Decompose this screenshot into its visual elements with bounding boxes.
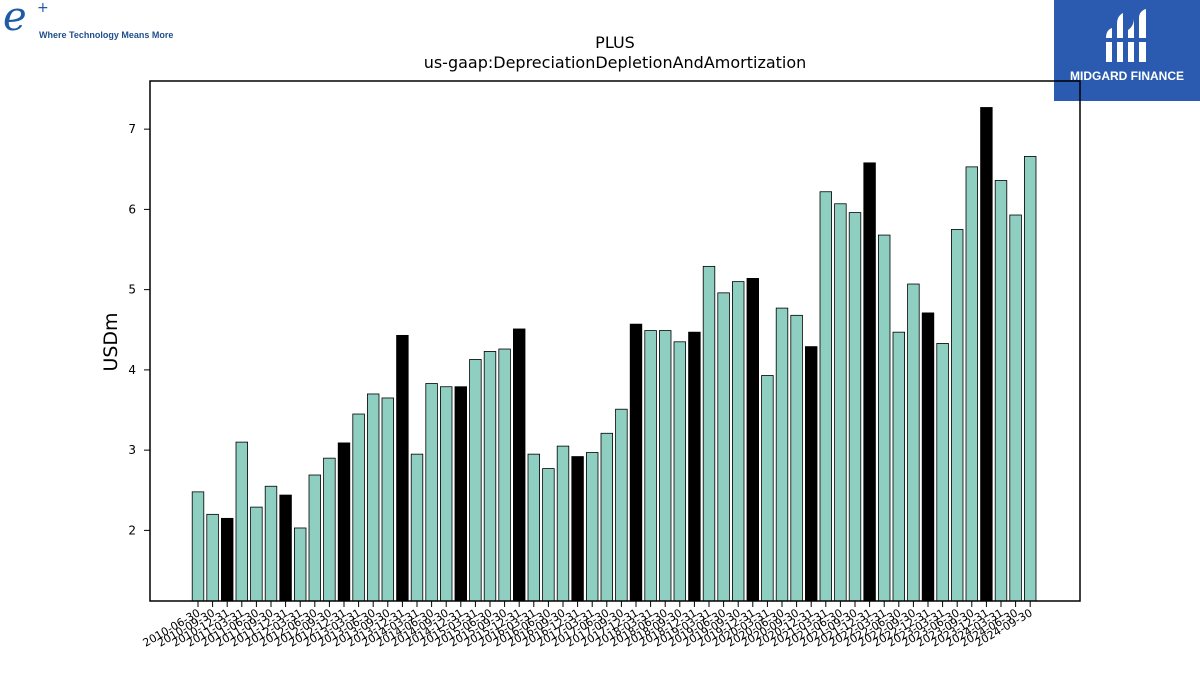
midgard-emblem-icon: [1106, 9, 1146, 62]
bar-2020-03-31: [761, 375, 774, 602]
eplus-logo-letter: e: [3, 0, 27, 40]
bar-2011-09-30: [264, 485, 278, 602]
bar-2021-12-31: [863, 162, 876, 602]
midgard-finance-wordmark: MIDGARD FINANCE: [1070, 69, 1184, 83]
bar-2023-03-31: [936, 343, 949, 602]
bar-2011-03-31: [235, 441, 249, 602]
bar-2015-12-31: [513, 328, 526, 602]
bar-2011-06-30: [250, 506, 263, 602]
bar-2021-09-30: [848, 212, 862, 602]
y-axis-label: USDm: [100, 312, 122, 371]
bar-2012-03-31: [293, 527, 307, 602]
bar-2013-12-31: [396, 334, 409, 602]
bar-2012-06-30: [308, 474, 322, 602]
bar-2019-06-30: [717, 292, 730, 602]
bar-2020-12-31: [805, 346, 818, 602]
bar-2015-06-30: [483, 351, 497, 602]
bar-series: [191, 107, 1037, 602]
bar-2021-03-31: [819, 191, 833, 602]
bar-2022-12-31: [921, 312, 935, 602]
bar-2010-12-31: [220, 517, 234, 602]
bar-2020-06-30: [775, 307, 789, 602]
bar-2022-09-30: [907, 283, 920, 602]
y-tick-label: 5: [128, 283, 136, 297]
bar-2015-09-30: [498, 348, 511, 602]
x-axis-ticks: 2010-06-302010-09-302010-12-312011-03-31…: [141, 601, 1035, 650]
bar-2019-09-30: [732, 281, 745, 602]
bar-2013-06-30: [366, 393, 380, 602]
bar-2018-12-31: [688, 331, 701, 602]
chart-subtitle: us-gaap:DepreciationDepletionAndAmortiza…: [424, 53, 807, 72]
chart-title: PLUS: [595, 33, 635, 52]
bar-2017-09-30: [615, 408, 628, 602]
bar-2022-06-30: [892, 331, 906, 602]
bar-2024-09-30: [1024, 156, 1037, 602]
bar-2018-09-30: [673, 341, 687, 602]
bar-2016-03-31: [527, 453, 541, 602]
bar-2014-06-30: [425, 383, 438, 602]
plot-frame: [149, 80, 1081, 602]
bar-2024-06-30: [1009, 214, 1022, 602]
bar-2010-09-30: [206, 513, 219, 602]
bar-2019-03-31: [702, 265, 716, 602]
midgard-finance-logo: MIDGARD FINANCE: [1054, 0, 1200, 101]
bar-2014-03-31: [410, 453, 424, 602]
eplus-logo-plus: +: [37, 0, 49, 16]
bar-2022-03-31: [878, 234, 891, 602]
bar-2016-06-30: [542, 468, 555, 602]
bar-2017-12-31: [629, 323, 643, 602]
y-axis-ticks: 2 3 4 5 6 7: [128, 122, 150, 537]
bar-2017-06-30: [600, 432, 614, 602]
bar-2018-03-31: [644, 330, 657, 602]
y-tick-label: 3: [128, 443, 136, 457]
y-tick-label: 4: [128, 363, 136, 377]
eplus-logo: e + Where Technology Means More: [0, 0, 200, 50]
bar-2010-06-30: [191, 491, 205, 602]
bar-2014-09-30: [439, 386, 453, 602]
bar-2012-12-31: [337, 442, 351, 602]
bar-2013-03-31: [352, 413, 365, 602]
bar-2023-09-30: [965, 166, 979, 602]
bar-2014-12-31: [454, 386, 468, 602]
bar-2016-12-31: [571, 456, 584, 602]
bar-2011-12-31: [279, 494, 292, 602]
bar-2016-09-30: [556, 445, 570, 602]
bar-2015-03-31: [469, 359, 482, 602]
bar-2017-03-31: [586, 452, 599, 602]
bar-2023-12-31: [980, 107, 993, 602]
eplus-logo-tagline: Where Technology Means More: [39, 30, 174, 40]
bar-2023-06-30: [951, 229, 964, 602]
y-tick-label: 2: [128, 523, 136, 537]
bar-2013-09-30: [381, 397, 395, 602]
bar-2018-06-30: [659, 330, 672, 602]
bar-2019-12-31: [746, 278, 760, 602]
bar-2012-09-30: [323, 457, 336, 602]
y-tick-label: 7: [128, 122, 136, 136]
bar-2021-06-30: [834, 203, 847, 602]
bar-2024-03-31: [994, 180, 1008, 602]
bar-2020-09-30: [790, 314, 803, 602]
y-tick-label: 6: [128, 202, 136, 216]
